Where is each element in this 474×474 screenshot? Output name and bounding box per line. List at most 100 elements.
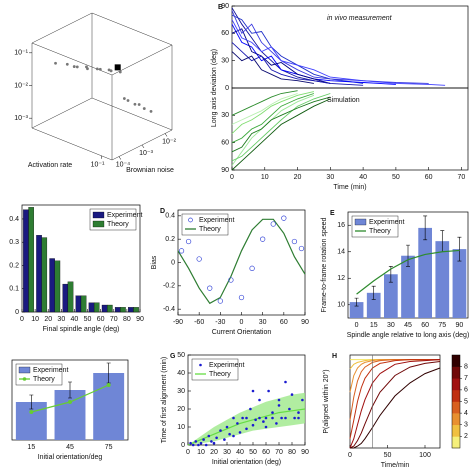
point	[284, 380, 287, 384]
x-tick-label: 50	[84, 316, 92, 323]
point	[225, 425, 229, 429]
bar	[418, 227, 432, 318]
legend-swatch	[199, 363, 202, 367]
bar	[114, 307, 121, 313]
legend-label: Experiment	[199, 217, 234, 224]
y-tick-label: 16	[337, 222, 345, 229]
y-tick-label: 30	[221, 112, 229, 119]
y-tick-label: 30	[221, 58, 229, 65]
colorbar-tick-label: 4	[464, 410, 468, 417]
x-tick-label: -90	[173, 319, 183, 326]
legend-label: Theory	[209, 371, 231, 378]
y-tick	[141, 144, 145, 149]
x-tick-label: 30	[223, 449, 231, 456]
point	[238, 294, 245, 301]
point	[228, 277, 234, 283]
x-tick-label: 0	[355, 322, 359, 329]
point	[98, 67, 102, 71]
y-tick-label: 10⁻³	[139, 150, 153, 157]
point	[260, 236, 266, 242]
y-axis-label: Bias	[151, 255, 158, 269]
y-tick-label: 0.4	[9, 216, 19, 223]
point	[277, 404, 281, 407]
point	[238, 431, 242, 434]
x-tick-label: 60	[97, 316, 105, 323]
point	[191, 443, 195, 447]
bar	[28, 207, 34, 313]
point	[301, 398, 304, 402]
point	[122, 97, 126, 100]
point	[178, 248, 185, 254]
y-tick-label: 10	[337, 302, 345, 309]
x-tick-label: 60	[425, 174, 433, 181]
colorbar-tick-label: 6	[464, 387, 468, 394]
bar	[401, 255, 415, 318]
point	[290, 393, 294, 396]
error-bar	[406, 244, 410, 267]
colorbar-tick-label: 2	[464, 433, 468, 440]
point	[106, 383, 111, 387]
point	[267, 389, 270, 393]
y-tick-label: 10	[177, 424, 185, 431]
y-tick-label: 14	[337, 249, 345, 256]
x-tick-label: 90	[301, 319, 309, 326]
colorbar-cell	[452, 366, 460, 379]
panel-letter: G	[170, 353, 176, 360]
x-tick-label: 90	[301, 449, 309, 456]
x-axis-label: Final spindle angle (deg)	[43, 326, 120, 333]
point	[126, 99, 130, 102]
point	[107, 68, 111, 72]
x-tick-label: 100	[419, 452, 431, 459]
panel-letter: B	[218, 4, 223, 11]
z-tick-label: 10⁻¹	[14, 50, 28, 57]
legend-label: Experiment	[369, 219, 404, 226]
line	[231, 51, 314, 84]
point	[196, 256, 202, 262]
legend-label: Theory	[107, 221, 129, 228]
y-tick-label: 0	[171, 259, 175, 266]
bar	[41, 237, 48, 313]
y-tick-label: 12	[337, 275, 345, 282]
y-axis-label: Brownian noise	[126, 167, 174, 174]
point	[275, 422, 278, 425]
point	[68, 400, 72, 404]
y-tick-label: 0.2	[9, 262, 19, 269]
point	[215, 436, 218, 440]
x-tick-label: 70	[458, 174, 466, 181]
y-tick-label: 0	[181, 442, 185, 449]
point	[271, 416, 274, 420]
y-tick-label: 40	[177, 370, 185, 377]
x-tick-label: 20	[44, 316, 52, 323]
point	[298, 245, 305, 252]
point	[249, 265, 255, 271]
point	[245, 427, 248, 431]
line	[350, 367, 441, 449]
y-tick	[164, 133, 168, 137]
panel-letter: E	[330, 210, 335, 217]
x-tick-label: 30	[387, 322, 395, 329]
line	[231, 98, 331, 171]
x-tick-label: 0	[230, 174, 234, 181]
point	[210, 440, 213, 443]
x-tick-label: -30	[215, 319, 225, 326]
point	[185, 238, 192, 245]
panel-letter: D	[160, 208, 165, 215]
y-tick-label: 20	[177, 406, 185, 413]
y-axis-label: P(aligned within 20°)	[322, 369, 330, 433]
x-tick-label: 0	[186, 449, 190, 456]
legend-label: Theory	[33, 376, 55, 383]
y-tick-label: -0.2	[163, 283, 175, 290]
x-axis-label: Activation rate	[28, 162, 72, 169]
point	[219, 429, 222, 432]
point	[281, 215, 287, 221]
x-tick-label: 45	[66, 444, 74, 451]
line	[231, 28, 331, 84]
annotation: in vivo measurement	[327, 15, 393, 22]
x-tick-label: 40	[359, 174, 367, 181]
x-axis-label: Current Orientation	[212, 329, 272, 336]
bar	[88, 302, 95, 313]
point	[245, 416, 248, 420]
x-tick-label: 50	[384, 452, 392, 459]
error-bar	[423, 215, 428, 241]
point	[236, 422, 239, 425]
